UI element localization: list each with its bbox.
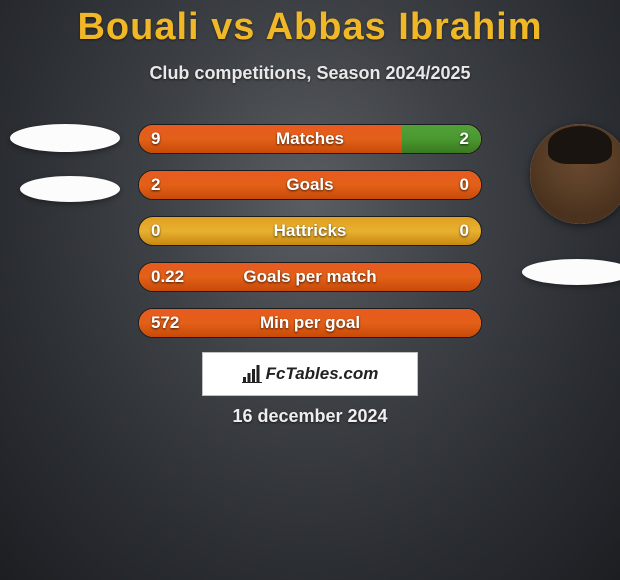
stat-row: 00Hattricks <box>138 216 482 246</box>
stat-label: Hattricks <box>139 217 481 245</box>
stat-label: Min per goal <box>139 309 481 337</box>
fctables-logo: FcTables.com <box>202 352 418 396</box>
stat-label: Matches <box>139 125 481 153</box>
stat-row: 92Matches <box>138 124 482 154</box>
stat-row: 0.22Goals per match <box>138 262 482 292</box>
player-face-icon <box>530 124 620 224</box>
stat-label: Goals <box>139 171 481 199</box>
page-title: Bouali vs Abbas Ibrahim <box>0 0 620 49</box>
right-shadow-1 <box>522 259 620 285</box>
stat-row: 20Goals <box>138 170 482 200</box>
stat-bars: 92Matches 20Goals 00Hattricks 0.22Goals per… <box>138 124 482 354</box>
left-shadow-2 <box>20 176 120 202</box>
comparison-arena: 92Matches 20Goals 00Hattricks 0.22Goals per… <box>0 124 620 344</box>
logo-text: FcTables.com <box>266 364 379 384</box>
stat-row: 572Min per goal <box>138 308 482 338</box>
stat-label: Goals per match <box>139 263 481 291</box>
bar-chart-icon <box>242 365 262 383</box>
snapshot-date: 16 december 2024 <box>0 406 620 427</box>
left-shadow-1 <box>10 124 120 152</box>
page-subtitle: Club competitions, Season 2024/2025 <box>0 63 620 84</box>
player-right-avatar <box>530 124 620 224</box>
